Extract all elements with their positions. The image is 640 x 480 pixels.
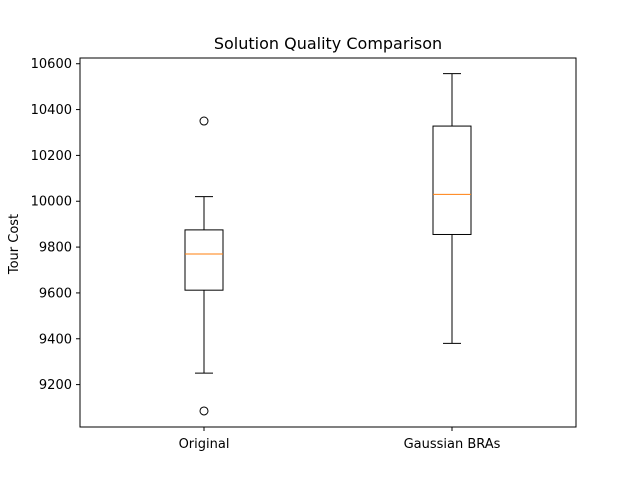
- x-tick-label: Original: [179, 437, 230, 452]
- y-tick-label: 10200: [31, 149, 72, 164]
- plot-area: 9200 9400 9600 9800 10000 10200 10400 10600 Orig…: [31, 57, 577, 452]
- box: [432, 125, 472, 235]
- y-tick-label: 9400: [39, 332, 72, 347]
- y-tick-label: 9800: [39, 241, 72, 256]
- plot-frame: [79, 57, 577, 428]
- y-tick-label: 10400: [31, 103, 72, 118]
- outlier-point: [199, 406, 209, 416]
- y-tick-label: 10600: [31, 57, 72, 72]
- outlier-point: [199, 116, 209, 126]
- y-tick-label: 9600: [39, 286, 72, 301]
- y-tick-label: 10000: [31, 195, 72, 210]
- y-tick-label: 9200: [39, 378, 72, 393]
- box: [184, 229, 224, 291]
- chart-title: Solution Quality Comparison: [214, 34, 442, 53]
- x-tick-label: Gaussian BRAs: [404, 437, 501, 452]
- y-axis-label: Tour Cost: [7, 214, 22, 275]
